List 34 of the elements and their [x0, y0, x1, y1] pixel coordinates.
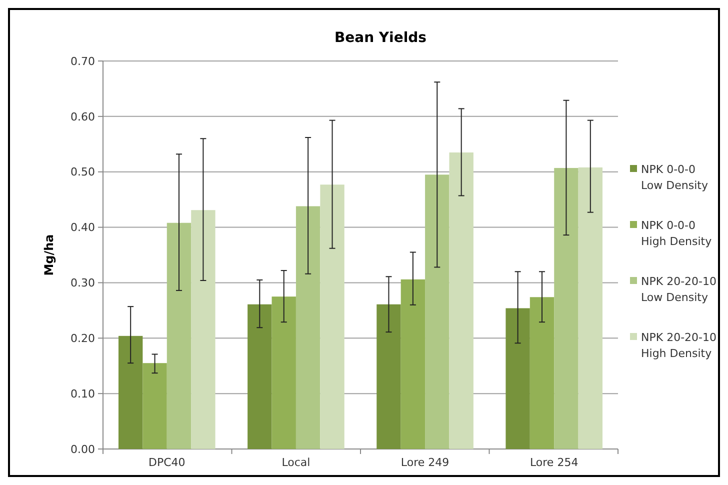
- legend-label: NPK 20-20-10 Low Density: [641, 275, 717, 304]
- bar: [376, 304, 401, 449]
- bar: [142, 363, 167, 449]
- y-tick-label: 0.00: [70, 442, 95, 456]
- bar: [425, 174, 450, 449]
- legend-label: NPK 20-20-10 High Density: [641, 331, 717, 360]
- bar: [166, 222, 192, 449]
- legend-label: NPK 0-0-0 Low Density: [641, 163, 708, 192]
- bar: [449, 152, 474, 449]
- chart-title: Bean Yields: [334, 30, 427, 46]
- bar: [320, 184, 344, 449]
- y-tick-label: 0.20: [70, 332, 95, 345]
- x-tick-label: Lore 249: [400, 456, 450, 469]
- y-tick-label: 0.60: [70, 110, 95, 124]
- legend-label: NPK 0-0-0 High Density: [641, 219, 712, 248]
- bar: [554, 168, 578, 449]
- y-tick-label: 0.10: [70, 387, 95, 400]
- bar: [578, 167, 603, 449]
- bar: [530, 297, 554, 449]
- bar: [296, 206, 320, 449]
- y-tick-label: 0.70: [70, 54, 95, 68]
- x-tick-label: Lore 254: [530, 456, 578, 469]
- bar: [272, 296, 296, 449]
- bar: [191, 210, 216, 449]
- y-tick-label: 0.30: [70, 276, 95, 290]
- x-tick-label: Local: [282, 456, 310, 469]
- bar: [506, 308, 530, 449]
- y-tick-label: 0.40: [70, 221, 95, 234]
- bar: [118, 336, 143, 449]
- y-tick-label: 0.50: [70, 166, 95, 179]
- bar: [248, 304, 272, 449]
- y-axis-title: Mg/ha: [42, 234, 56, 276]
- bar: [400, 279, 426, 449]
- x-tick-label: DPC40: [148, 456, 186, 469]
